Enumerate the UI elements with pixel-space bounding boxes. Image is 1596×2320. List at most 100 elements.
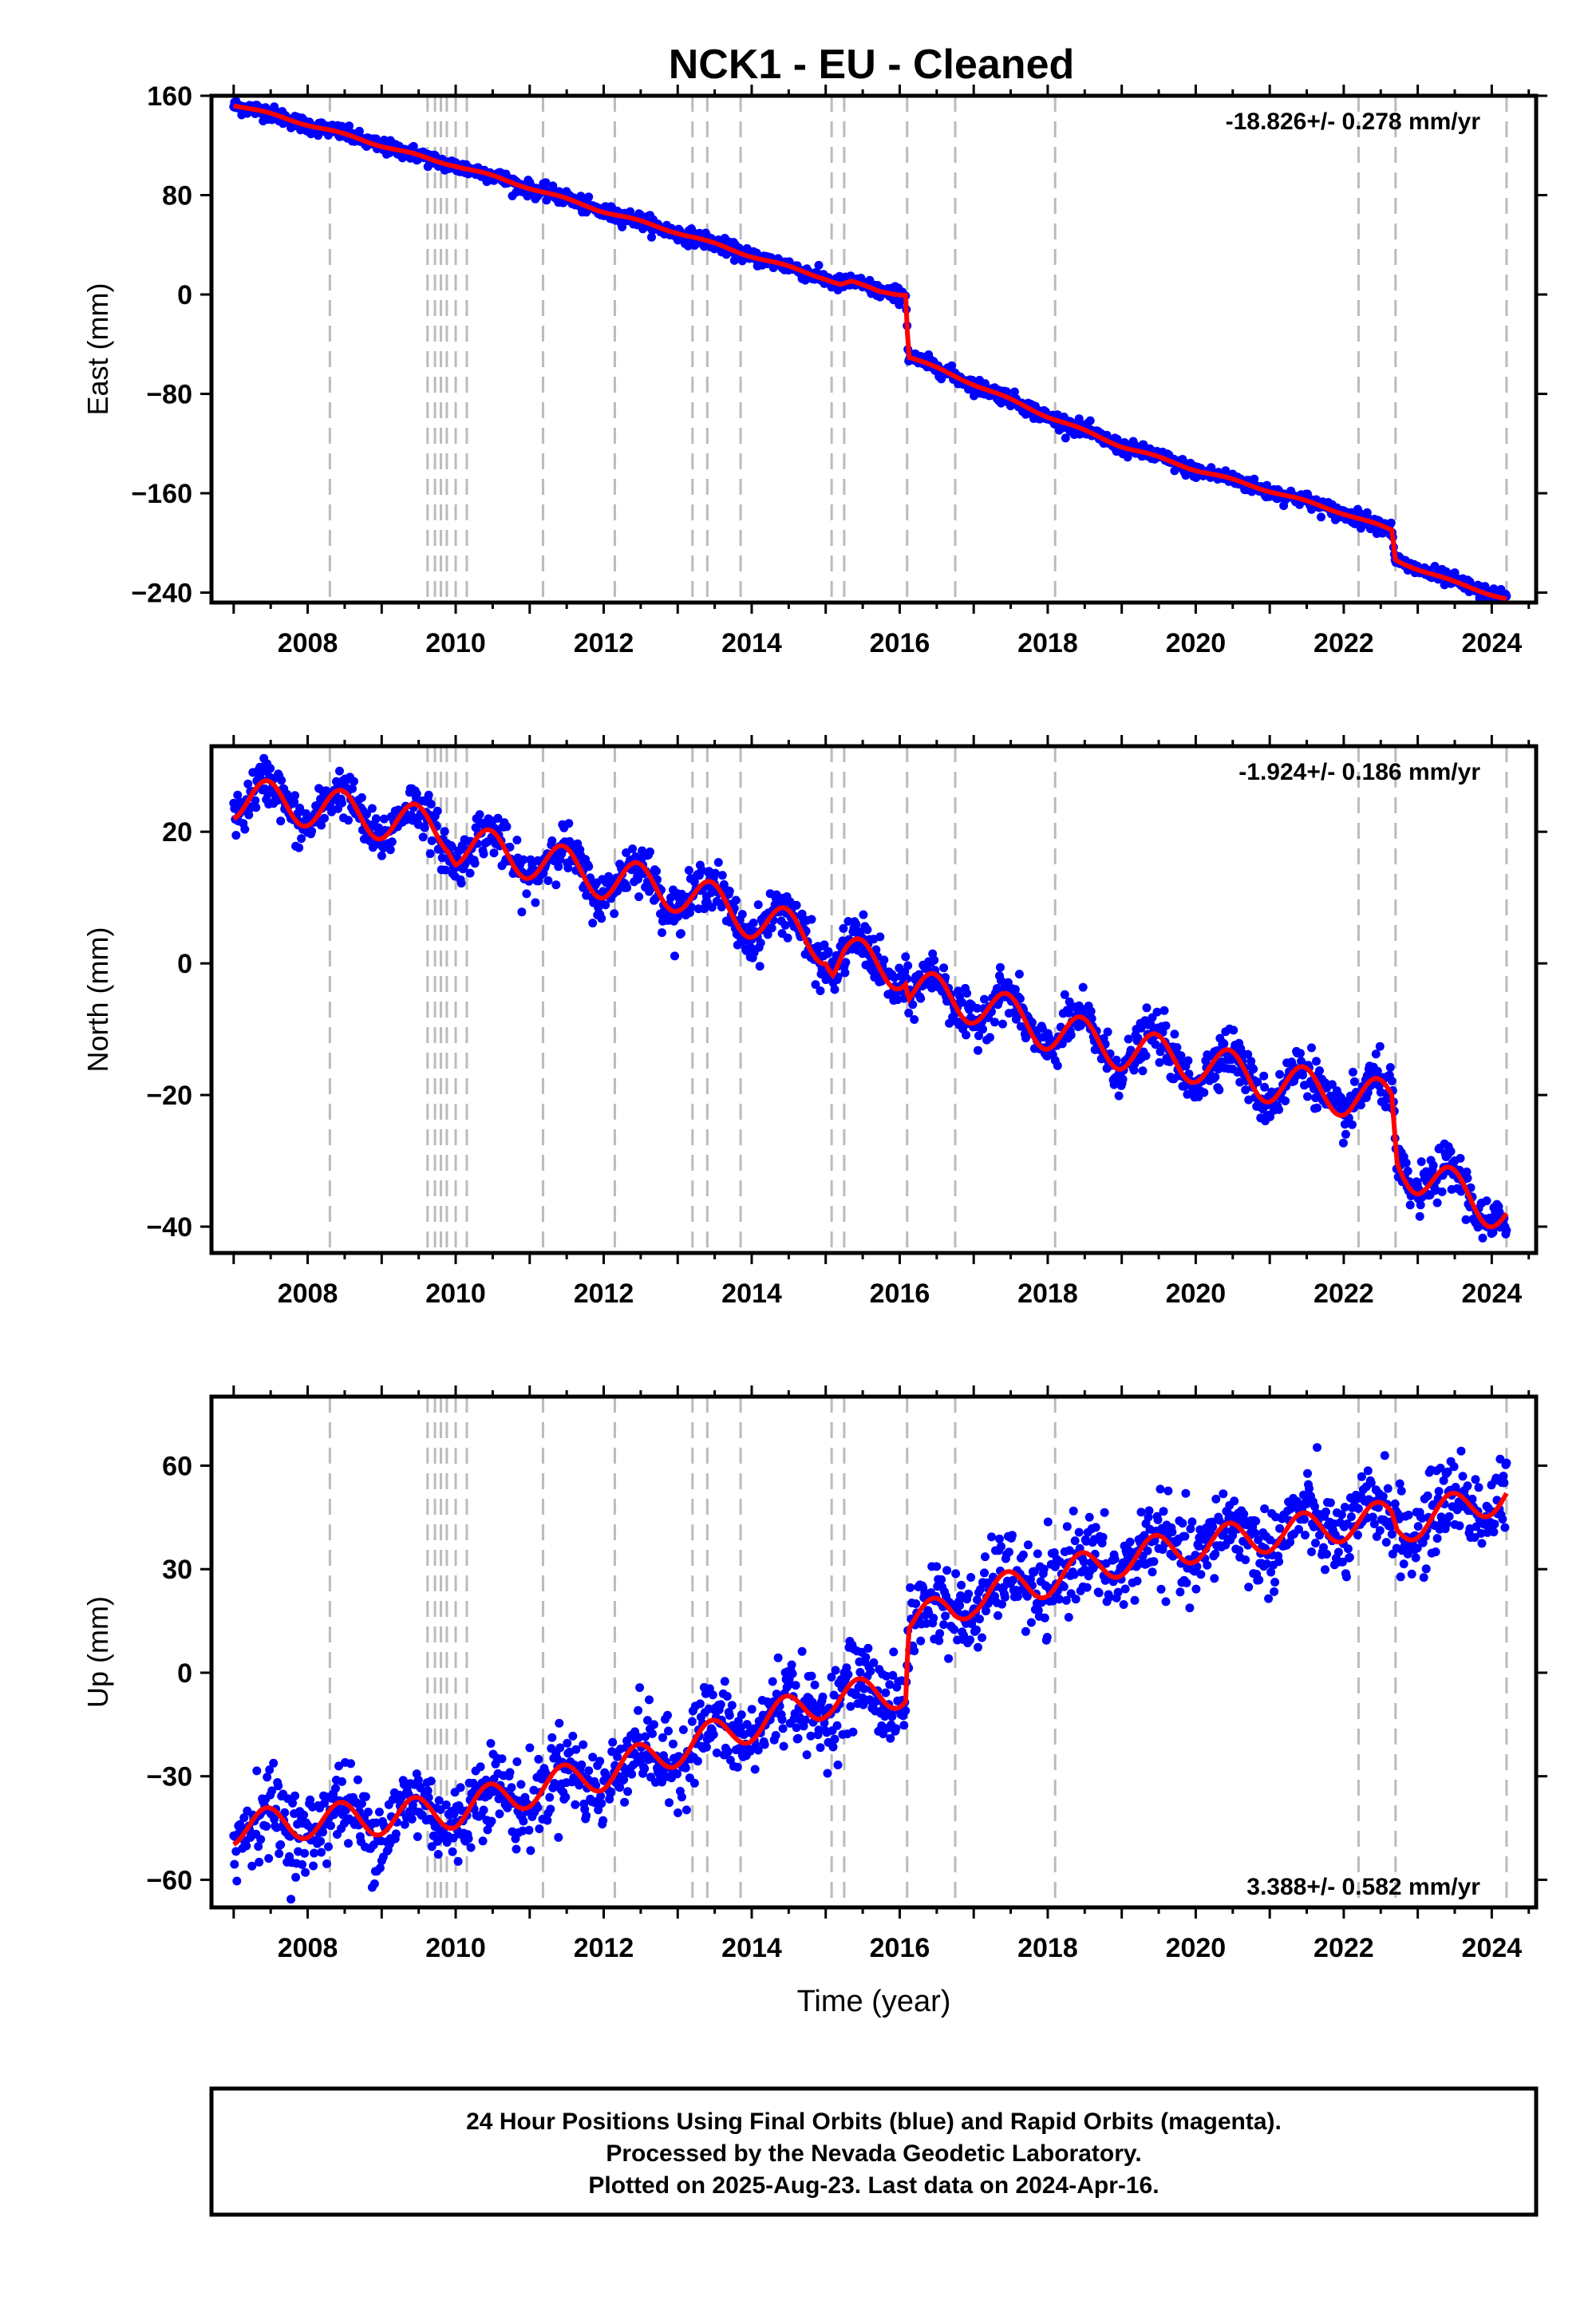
data-point — [831, 1735, 839, 1744]
data-point — [300, 1849, 309, 1858]
data-point — [1249, 1065, 1258, 1073]
x-tick-label: 2018 — [1017, 1279, 1078, 1309]
data-point — [256, 1835, 265, 1844]
data-point — [978, 1025, 987, 1034]
data-point — [240, 825, 249, 834]
data-point — [980, 1568, 989, 1577]
data-point — [392, 1829, 401, 1838]
data-point — [1063, 1522, 1072, 1531]
x-tick-label: 2012 — [574, 1279, 634, 1309]
data-point — [1191, 1585, 1200, 1594]
data-point — [1254, 1575, 1263, 1584]
data-point — [1019, 1551, 1028, 1559]
data-point — [779, 1724, 788, 1733]
data-point — [1083, 1583, 1092, 1592]
data-point — [1364, 1466, 1373, 1475]
data-point — [627, 1770, 636, 1779]
data-point — [1021, 1627, 1030, 1636]
data-point — [808, 915, 816, 924]
data-point — [1402, 1159, 1411, 1168]
data-point — [561, 1792, 570, 1801]
data-point — [696, 1699, 705, 1708]
data-point — [425, 791, 433, 800]
data-point — [1160, 1006, 1169, 1015]
data-point — [512, 1757, 521, 1766]
data-point — [1071, 1536, 1080, 1545]
data-point — [724, 1747, 733, 1756]
data-point — [413, 789, 421, 798]
data-point — [377, 852, 386, 860]
data-point — [1479, 1234, 1487, 1243]
data-point — [350, 777, 358, 786]
data-point — [714, 858, 723, 867]
data-point — [266, 764, 275, 773]
data-point — [1447, 1147, 1456, 1156]
data-point — [1100, 1508, 1109, 1517]
data-point — [1326, 1499, 1335, 1508]
data-point — [531, 899, 539, 907]
data-point — [519, 1817, 527, 1826]
data-point — [843, 1670, 852, 1679]
data-point — [962, 1030, 970, 1039]
data-point — [648, 1729, 657, 1738]
data-point — [1251, 1517, 1260, 1526]
data-point — [320, 814, 329, 823]
data-point — [503, 822, 512, 831]
data-point — [1044, 1518, 1053, 1527]
data-point — [772, 1731, 780, 1740]
data-point — [859, 911, 867, 919]
data-point — [242, 1842, 251, 1851]
data-point — [688, 1717, 697, 1726]
data-point — [464, 1834, 473, 1843]
data-points — [229, 1443, 1511, 1903]
data-point — [996, 963, 1005, 972]
data-point — [1303, 1469, 1312, 1478]
data-point — [490, 848, 499, 857]
data-point — [498, 1754, 507, 1763]
x-tick-label: 2014 — [721, 628, 782, 658]
data-point — [1429, 1161, 1438, 1170]
data-point — [413, 1832, 422, 1841]
data-point — [252, 1766, 261, 1775]
data-point — [728, 1701, 737, 1709]
data-point — [386, 845, 395, 854]
data-point — [751, 1765, 760, 1774]
data-point — [1150, 1557, 1159, 1566]
data-point — [598, 1816, 607, 1825]
data-point — [1303, 1093, 1312, 1101]
data-point — [831, 985, 839, 994]
data-point — [547, 836, 556, 845]
data-point — [487, 1739, 496, 1748]
data-point — [1162, 1597, 1171, 1606]
data-point — [1321, 1565, 1329, 1574]
data-point — [1408, 1570, 1416, 1579]
data-point — [964, 1590, 973, 1599]
y-tick-label: 0 — [177, 949, 192, 979]
x-tick-label: 2012 — [574, 628, 634, 658]
data-point — [658, 928, 666, 937]
data-point — [1417, 1157, 1426, 1166]
data-point — [937, 1575, 946, 1584]
data-point — [1348, 1120, 1357, 1129]
data-point — [1175, 1587, 1184, 1596]
data-point — [1404, 1167, 1412, 1176]
data-point — [875, 932, 884, 941]
y-tick-label: −40 — [146, 1212, 192, 1243]
data-point — [1139, 1066, 1148, 1075]
data-point — [1210, 1574, 1219, 1583]
data-point — [929, 1614, 938, 1622]
data-point — [851, 920, 860, 929]
data-point — [508, 1783, 516, 1792]
data-point — [962, 989, 971, 998]
data-point — [1119, 1075, 1128, 1084]
data-point — [737, 1710, 746, 1719]
data-point — [725, 887, 734, 895]
data-point — [555, 1744, 564, 1753]
data-point — [1065, 1613, 1073, 1622]
data-point — [754, 900, 763, 909]
data-point — [972, 1626, 981, 1634]
data-point — [792, 901, 801, 910]
data-point — [454, 1857, 463, 1866]
data-point — [1406, 1200, 1415, 1209]
